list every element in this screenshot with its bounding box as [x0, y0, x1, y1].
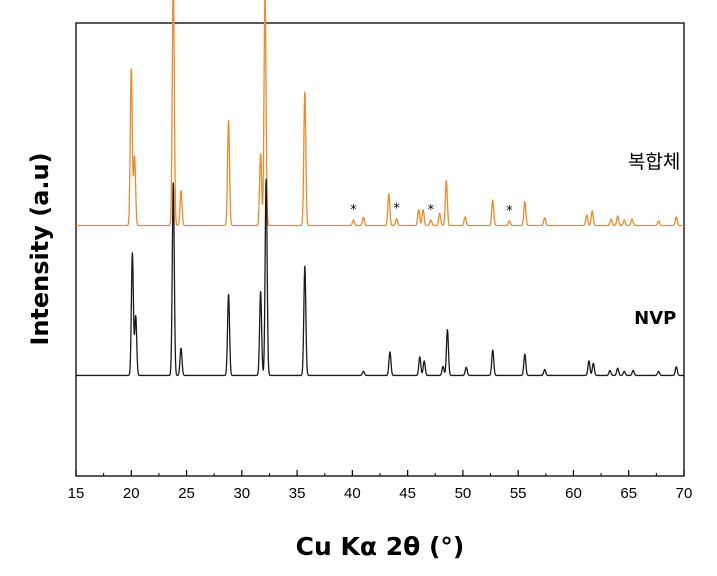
x-tick-label: 70	[676, 485, 693, 502]
x-tick-label: 15	[68, 485, 85, 502]
x-tick-label: 40	[344, 485, 361, 502]
x-tick-label: 35	[289, 485, 306, 502]
traces	[75, 0, 685, 377]
x-axis-title: Cu Kα 2θ (°)	[296, 532, 465, 561]
series-label-1: NVP	[634, 308, 676, 329]
x-tick-label: 45	[399, 485, 416, 502]
impurity-markers: * * * *	[350, 202, 513, 219]
x-tick-label: 55	[510, 485, 527, 502]
impurity-marker: *	[393, 202, 400, 217]
impurity-marker: *	[428, 203, 435, 218]
x-axis-ticks	[75, 470, 685, 476]
x-tick-label: 50	[455, 485, 472, 502]
x-tick-label: 30	[233, 485, 250, 502]
x-tick-label: 65	[620, 485, 637, 502]
x-tick-label: 25	[178, 485, 195, 502]
series-line-1	[75, 178, 685, 377]
impurity-marker: *	[506, 204, 513, 219]
series-label-0: 복합체	[628, 151, 680, 173]
x-tick-label: 60	[565, 485, 582, 502]
series-line-0	[75, 0, 685, 227]
impurity-marker: *	[350, 203, 357, 218]
x-tick-label: 20	[123, 485, 140, 502]
y-axis-title: Intensity (a.u)	[26, 152, 54, 345]
plot-frame	[75, 22, 685, 477]
series-labels: 복합체 NVP	[628, 151, 680, 329]
x-axis-tick-labels: 15 20 25 30 35 40 45 50 55 60 65 70	[68, 485, 693, 502]
